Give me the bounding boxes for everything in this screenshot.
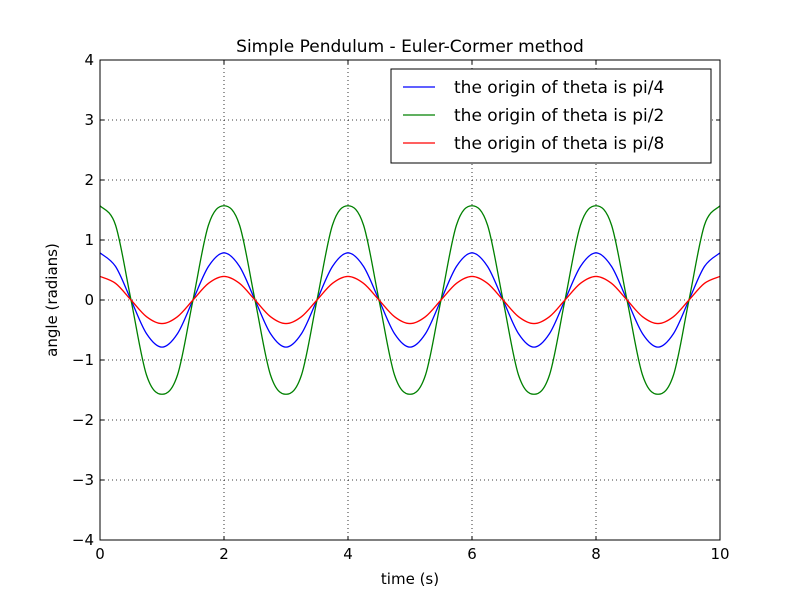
y-tick-label: −4 [72,531,94,549]
x-tick-label: 8 [591,545,601,563]
x-axis-label: time (s) [381,570,439,588]
chart-title: Simple Pendulum - Euler-Cormer method [236,37,584,57]
x-tick-label: 2 [219,545,229,563]
series-line-2 [99,275,721,325]
series-lines [99,205,721,395]
y-tick-label: 1 [84,231,94,249]
y-tick-label: 0 [84,291,94,309]
y-tick-label: 3 [84,111,94,129]
y-tick-label: −2 [72,411,94,429]
legend: the origin of theta is pi/4 the origin of… [390,68,712,164]
legend-label-0: the origin of theta is pi/4 [454,78,664,98]
series-line-1 [99,205,721,395]
axis-ticks: 0 2 4 6 8 10 −4 −3 −2 −1 0 1 2 3 4 [72,51,730,563]
x-tick-label: 6 [467,545,477,563]
series-line-0 [99,252,721,348]
x-tick-label: 4 [343,545,353,563]
x-tick-label: 10 [710,545,729,563]
legend-label-2: the origin of theta is pi/8 [454,134,664,154]
legend-label-1: the origin of theta is pi/2 [454,106,664,126]
x-tick-label: 0 [95,545,105,563]
legend-box [390,68,712,164]
y-tick-label: −3 [72,471,94,489]
y-tick-label: 2 [84,171,94,189]
y-tick-label: −1 [72,351,94,369]
y-axis-label: angle (radians) [43,243,61,357]
y-tick-label: 4 [84,51,94,69]
